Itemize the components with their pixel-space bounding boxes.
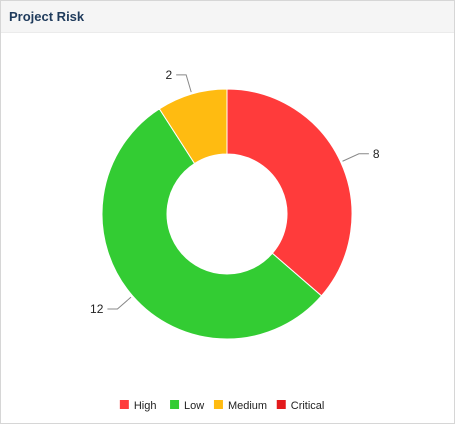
donut-slices — [101, 88, 353, 340]
legend-swatch-medium[interactable] — [213, 400, 223, 409]
leader-line-high — [342, 153, 369, 162]
data-label-low: 12 — [90, 302, 104, 316]
data-label-high: 8 — [373, 147, 380, 161]
panel-title: Project Risk — [9, 9, 85, 24]
legend: High Low Medium Critical — [119, 400, 325, 412]
legend-label-low[interactable]: Low — [184, 400, 204, 412]
panel-header: Project Risk — [1, 1, 454, 33]
legend-swatch-low[interactable] — [170, 400, 180, 409]
legend-label-critical[interactable]: Critical — [291, 400, 325, 412]
data-label-medium: 2 — [165, 68, 172, 82]
leader-line-medium — [176, 74, 192, 93]
leader-line-low — [107, 296, 132, 310]
legend-swatch-critical[interactable] — [276, 400, 286, 409]
slice-high[interactable] — [226, 88, 353, 297]
legend-swatch-high[interactable] — [119, 400, 129, 409]
legend-label-medium[interactable]: Medium — [228, 400, 267, 412]
legend-label-high[interactable]: High — [134, 400, 157, 412]
slice-low[interactable] — [101, 108, 323, 340]
slice-medium[interactable] — [158, 88, 228, 165]
data-labels: 8 12 2 — [90, 68, 380, 316]
